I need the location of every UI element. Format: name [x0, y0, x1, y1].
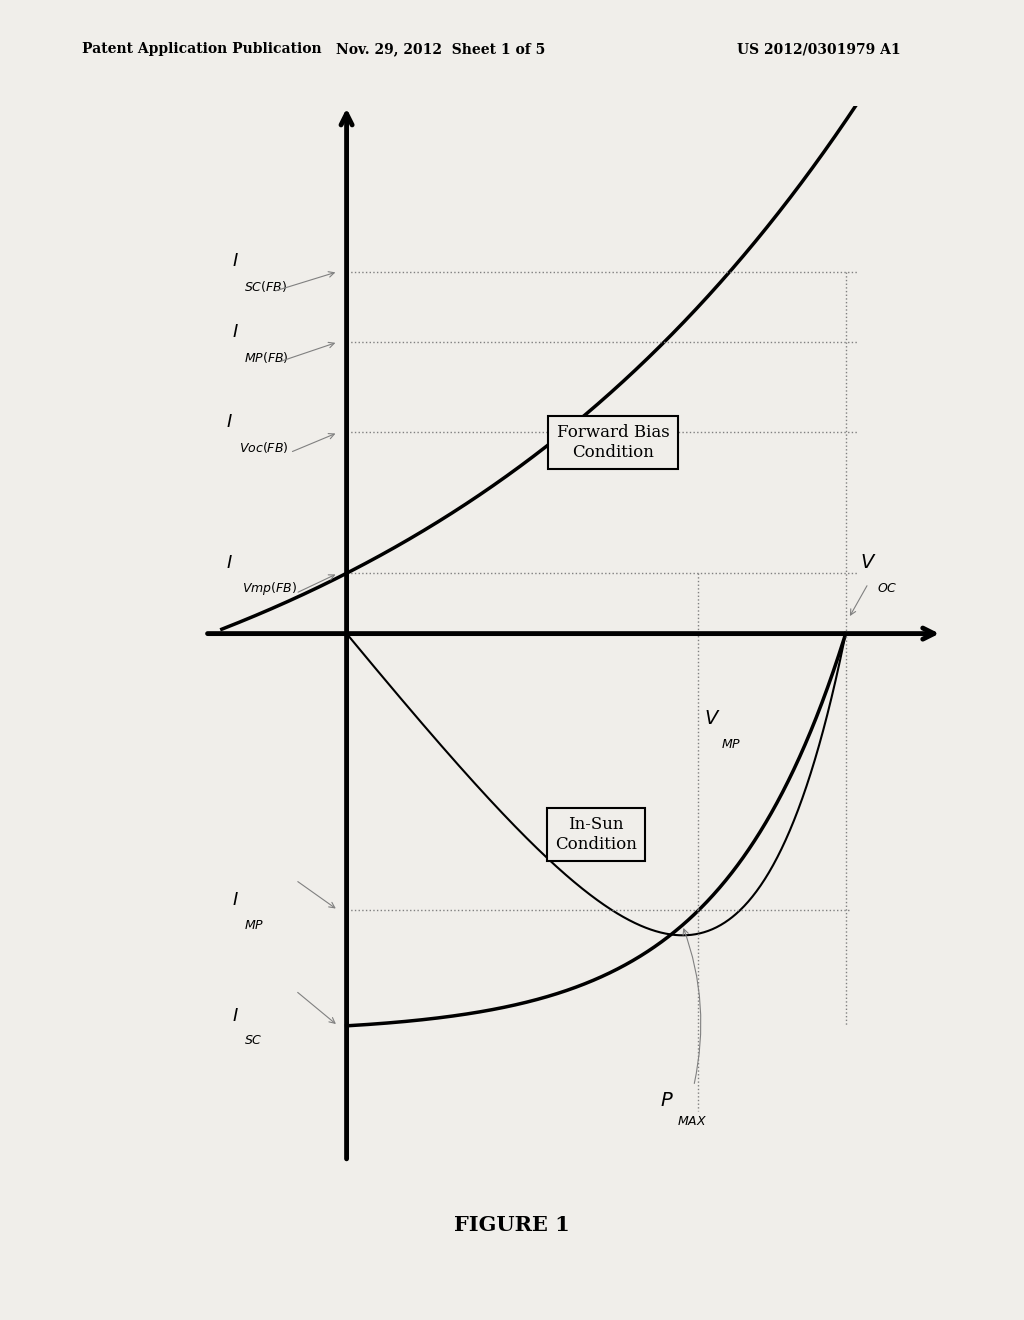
Text: $I$: $I$: [226, 413, 233, 432]
Text: $OC$: $OC$: [877, 582, 897, 595]
Text: $I$: $I$: [232, 252, 239, 271]
Text: $MP(FB)$: $MP(FB)$: [245, 350, 289, 364]
Text: FIGURE 1: FIGURE 1: [454, 1214, 570, 1236]
Text: Patent Application Publication: Patent Application Publication: [82, 42, 322, 57]
Text: $MP$: $MP$: [245, 919, 265, 932]
Text: $MP$: $MP$: [721, 738, 741, 751]
Text: $Voc(FB)$: $Voc(FB)$: [239, 440, 289, 455]
Text: $Vmp(FB)$: $Vmp(FB)$: [242, 579, 297, 597]
Text: $I$: $I$: [232, 1007, 239, 1024]
Text: US 2012/0301979 A1: US 2012/0301979 A1: [737, 42, 901, 57]
Text: $V$: $V$: [703, 710, 720, 729]
Text: $I$: $I$: [232, 323, 239, 341]
Text: $SC$: $SC$: [245, 1035, 263, 1047]
Text: $V$: $V$: [860, 554, 877, 572]
Text: $SC(FB)$: $SC(FB)$: [245, 279, 288, 294]
Text: $I$: $I$: [226, 554, 233, 572]
Text: In-Sun
Condition: In-Sun Condition: [555, 817, 637, 853]
Text: Forward Bias
Condition: Forward Bias Condition: [557, 424, 670, 461]
Text: $P$: $P$: [659, 1092, 674, 1110]
Text: $I$: $I$: [232, 891, 239, 909]
Text: $MAX$: $MAX$: [677, 1115, 707, 1127]
Text: Nov. 29, 2012  Sheet 1 of 5: Nov. 29, 2012 Sheet 1 of 5: [336, 42, 545, 57]
